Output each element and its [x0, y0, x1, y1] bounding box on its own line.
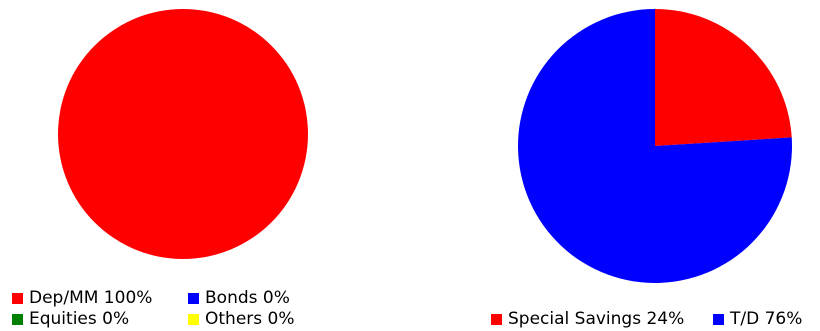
legend-label-special-savings: Special Savings 24% [508, 309, 685, 329]
legend-swatch-equities [12, 313, 23, 325]
legend-label-equities: Equities 0% [29, 309, 130, 329]
allocation-pie-chart-right: Special Savings 24% T/D 76% [410, 0, 820, 331]
legend-item-others: Others 0% [188, 309, 295, 329]
legend-item-bonds: Bonds 0% [188, 288, 290, 308]
legend-swatch-bonds [188, 292, 199, 304]
legend-swatch-dep-mm [12, 292, 23, 304]
legend-label-td: T/D 76% [730, 309, 803, 329]
pie-slice-left-dep-mm [58, 9, 308, 259]
legend-item-dep-mm: Dep/MM 100% [12, 288, 152, 308]
pie-slice-right-special-savings [655, 9, 792, 146]
legend-swatch-special-savings [491, 313, 502, 325]
legend-item-special-savings: Special Savings 24% [491, 309, 684, 329]
legend-item-equities: Equities 0% [12, 309, 129, 329]
pie-right-canvas [518, 9, 792, 283]
pie-left-canvas [58, 9, 308, 259]
legend-item-td: T/D 76% [713, 309, 802, 329]
pie-slice-right-t-d [518, 9, 792, 283]
legend-label-others: Others 0% [205, 309, 295, 329]
legend-swatch-others [188, 313, 199, 325]
legend-label-dep-mm: Dep/MM 100% [29, 288, 153, 308]
legend-swatch-td [713, 313, 724, 325]
allocation-pie-chart-left: Dep/MM 100% Bonds 0% Equities 0% Others … [12, 9, 308, 329]
legend-label-bonds: Bonds 0% [205, 288, 290, 308]
